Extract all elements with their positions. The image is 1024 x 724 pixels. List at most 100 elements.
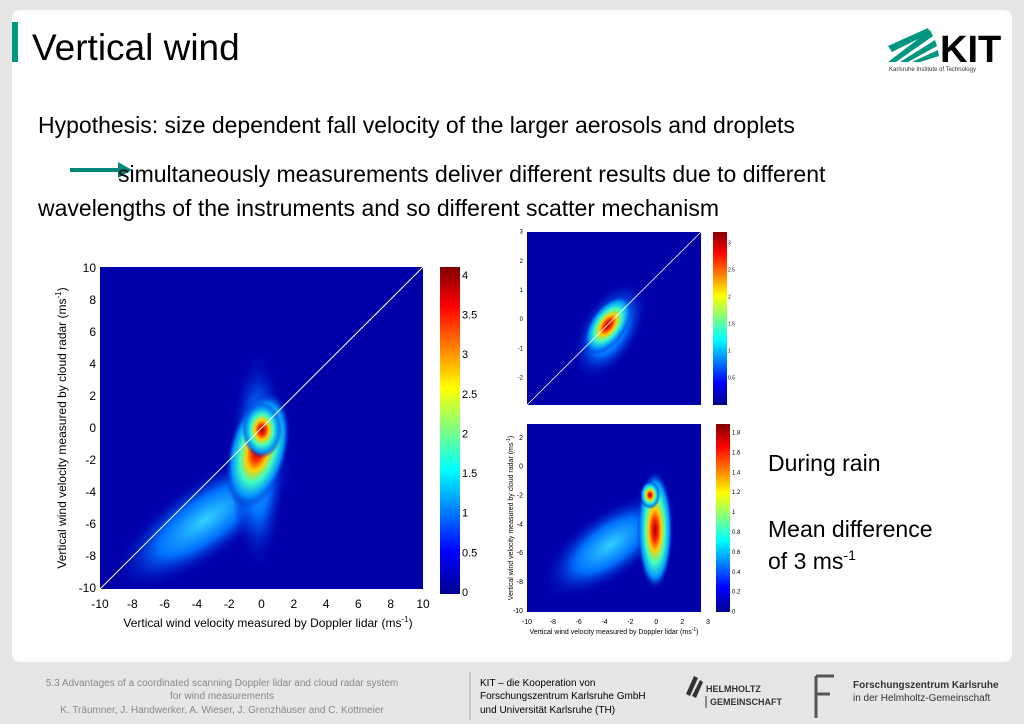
consequence-2: wavelengths of the instruments and so di… <box>37 195 719 221</box>
note-1: During rain <box>768 450 881 476</box>
tick-label: -2 <box>224 597 235 611</box>
tick-label: 0 <box>89 421 96 435</box>
note-3: of 3 ms-1 <box>768 547 856 574</box>
tick-label: 0.4 <box>732 570 741 576</box>
kit-logo: KIT Karlsruhe Institute of Technology <box>888 28 1001 73</box>
tick-label: -10 <box>91 597 109 611</box>
tick-label: -6 <box>517 550 523 557</box>
title: Vertical wind <box>32 27 240 68</box>
tick-label: 0 <box>520 317 524 323</box>
tick-label: -4 <box>601 619 607 626</box>
tick-label: 2 <box>290 597 297 611</box>
tick-label: 3 <box>462 349 468 361</box>
tick-label: -2 <box>517 493 523 500</box>
main-y-label: Vertical wind velocity measured by cloud… <box>54 287 69 568</box>
tick-label: 3.5 <box>462 310 477 322</box>
tick-label: 0 <box>654 619 658 626</box>
note-2: Mean difference <box>768 516 933 542</box>
tick-label: 3 <box>728 240 731 246</box>
tick-label: -10 <box>79 581 97 595</box>
consequence-1: simultaneously measurements deliver diff… <box>118 161 826 187</box>
tick-label: 0 <box>258 597 265 611</box>
top-colorbar <box>713 232 727 405</box>
tick-label: -8 <box>550 619 556 626</box>
bottom-y-label: Vertical wind velocity measured by cloud… <box>506 436 515 600</box>
tick-label: 8 <box>89 293 96 307</box>
tick-label: 1.8 <box>732 431 741 437</box>
tick-label: 2.5 <box>462 389 477 401</box>
helmholtz-icon <box>686 676 703 698</box>
top-diagonal <box>526 231 702 406</box>
tick-label: 0 <box>462 587 468 599</box>
logo-text: KIT <box>940 29 1001 71</box>
tick-label: 0 <box>519 464 523 471</box>
bottom-x-label: Vertical wind velocity measured by Doppl… <box>529 627 698 636</box>
hypothesis: Hypothesis: size dependent fall velocity… <box>38 112 795 138</box>
tick-label: -2 <box>518 376 524 382</box>
tick-label: 1.5 <box>728 321 735 327</box>
bottom-colorbar <box>716 424 730 612</box>
title-bar <box>12 22 18 62</box>
tick-label: 8 <box>387 597 394 611</box>
tick-label: 0.2 <box>732 590 741 596</box>
tick-label: -1 <box>518 346 524 352</box>
tick-label: -6 <box>576 619 582 626</box>
main-colorbar <box>440 267 460 594</box>
tick-label: 0.5 <box>462 547 477 559</box>
tick-label: 2 <box>462 428 468 440</box>
arrow <box>70 162 132 178</box>
main-x-label: Vertical wind velocity measured by Doppl… <box>123 615 412 630</box>
tick-label: 6 <box>355 597 362 611</box>
tick-label: 1 <box>728 348 731 354</box>
tick-label: 4 <box>323 597 330 611</box>
tick-label: 4 <box>89 357 96 371</box>
tick-label: 1.4 <box>732 470 741 476</box>
footer-left-3: K. Träumner, J. Handwerker, A. Wieser, J… <box>60 705 384 716</box>
helmholtz-1: HELMHOLTZ <box>706 684 761 694</box>
tick-label: 1.5 <box>462 468 477 480</box>
fzk-2: in der Helmholtz-Gemeinschaft <box>853 693 990 704</box>
tick-label: 1 <box>732 510 736 516</box>
diagonal <box>99 266 424 590</box>
tick-label: -8 <box>85 549 96 563</box>
tick-label: 10 <box>83 261 97 275</box>
tick-label: 1.2 <box>732 490 741 496</box>
tick-label: 1 <box>462 508 468 520</box>
tick-label: 2 <box>680 619 684 626</box>
helmholtz-2: GEMEINSCHAFT <box>710 697 783 707</box>
footer-left: 5.3 Advantages of a coordinated scanning… <box>46 678 398 716</box>
tick-label: -2 <box>85 453 96 467</box>
tick-label: 1.6 <box>732 450 741 456</box>
tick-label: -8 <box>517 579 523 586</box>
tick-label: 3 <box>706 619 710 626</box>
tick-label: -4 <box>192 597 203 611</box>
fzk-icon <box>814 674 834 718</box>
tick-label: 0.8 <box>732 530 741 536</box>
footer-center-2: Forschungszentrum Karlsruhe GmbH <box>480 691 646 702</box>
tick-label: -6 <box>85 517 96 531</box>
tick-label: 3 <box>520 230 524 236</box>
tick-label: 10 <box>416 597 430 611</box>
logo-subtitle: Karlsruhe Institute of Technology <box>889 67 976 73</box>
tick-label: 1 <box>520 288 524 294</box>
tick-label: 0.5 <box>728 375 735 381</box>
tick-label: 2 <box>89 389 96 403</box>
tick-label: 0 <box>732 610 736 616</box>
tick-label: -2 <box>627 619 633 626</box>
fzk-1: Forschungszentrum Karlsruhe <box>853 680 999 691</box>
footer-center-3: und Universität Karlsruhe (TH) <box>480 705 615 716</box>
footer-left-1: 5.3 Advantages of a coordinated scanning… <box>46 678 398 689</box>
footer-center-1: KIT – die Kooperation von <box>480 678 595 689</box>
tick-label: 6 <box>89 325 96 339</box>
tick-label: 0.6 <box>732 550 741 556</box>
tick-label: -10 <box>513 608 523 615</box>
tick-label: -6 <box>159 597 170 611</box>
footer-left-2: for wind measurements <box>170 691 274 702</box>
tick-label: -4 <box>85 485 96 499</box>
tick-label: 4 <box>462 270 468 282</box>
tick-label: 2 <box>519 435 523 442</box>
footer-center: KIT – die Kooperation von Forschungszent… <box>480 678 646 716</box>
tick-label: -8 <box>127 597 138 611</box>
